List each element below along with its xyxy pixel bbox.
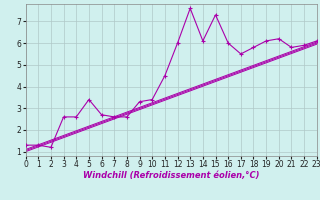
X-axis label: Windchill (Refroidissement éolien,°C): Windchill (Refroidissement éolien,°C) <box>83 171 260 180</box>
